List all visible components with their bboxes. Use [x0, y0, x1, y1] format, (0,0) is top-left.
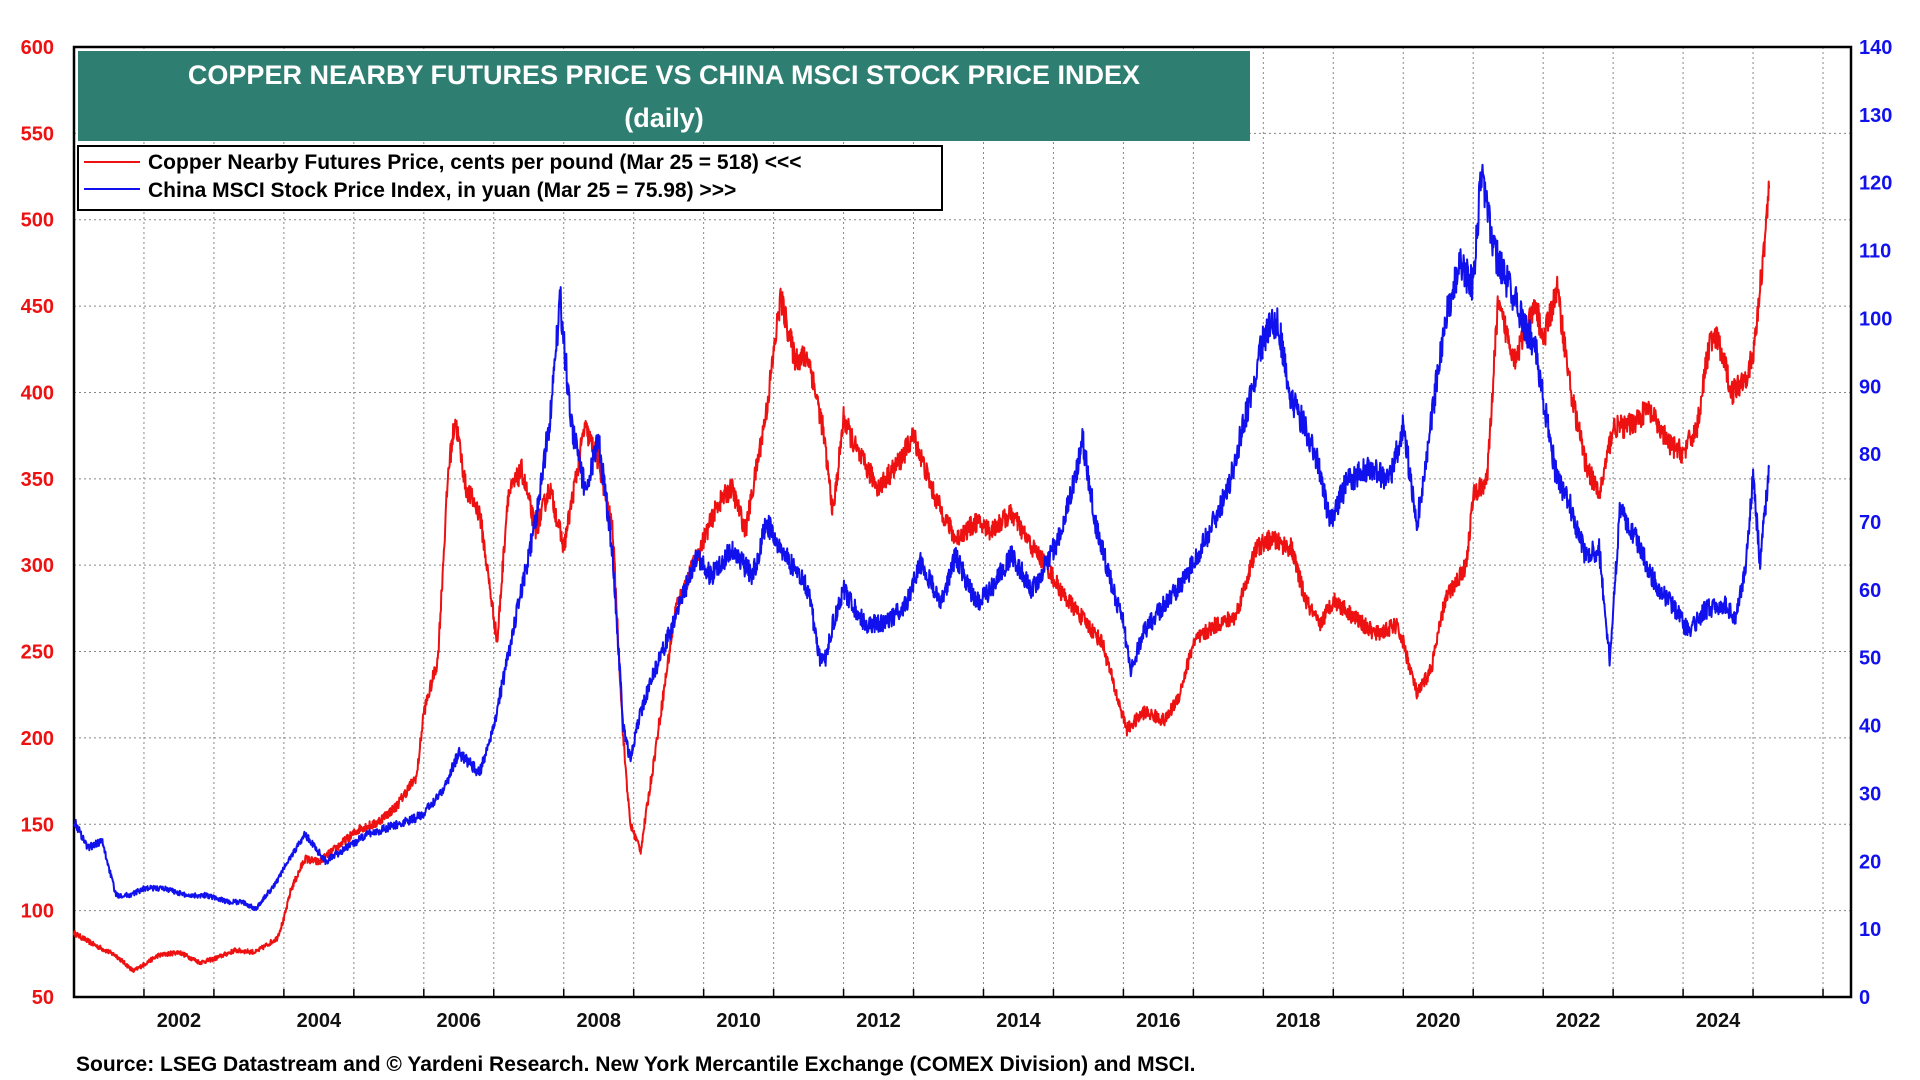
x-tick-label: 2008: [576, 1010, 621, 1032]
x-tick-label: 2006: [437, 1010, 482, 1032]
y-left-tick-label: 100: [21, 901, 54, 923]
x-tick-label: 2024: [1696, 1010, 1741, 1032]
y-right-tick-label: 80: [1859, 444, 1881, 466]
series-line-copper: [73, 180, 1771, 973]
x-tick-label: 2004: [297, 1010, 342, 1032]
legend-box: [77, 145, 943, 211]
y-right-tick-label: 100: [1859, 308, 1892, 330]
y-left-tick-label: 550: [21, 123, 54, 145]
series-line-china-msci: [73, 163, 1771, 911]
y-right-tick-label: 120: [1859, 173, 1892, 195]
y-left-tick-label: 500: [21, 210, 54, 232]
axis-ticks: 5010015020025030035040045050055060001020…: [21, 37, 1893, 1032]
y-left-tick-label: 250: [21, 642, 54, 664]
x-tick-label: 2022: [1556, 1010, 1601, 1032]
y-right-tick-label: 20: [1859, 851, 1881, 873]
y-left-tick-label: 400: [21, 382, 54, 404]
y-left-tick-label: 350: [21, 469, 54, 491]
title-box: [78, 51, 1250, 141]
y-right-tick-label: 50: [1859, 648, 1881, 670]
x-tick-label: 2014: [996, 1010, 1041, 1032]
y-right-tick-label: 60: [1859, 580, 1881, 602]
x-tick-label: 2012: [856, 1010, 901, 1032]
x-tick-label: 2020: [1416, 1010, 1461, 1032]
x-tick-label: 2010: [716, 1010, 761, 1032]
plot-frame: [72, 45, 1853, 999]
y-left-tick-label: 300: [21, 555, 54, 577]
y-right-tick-label: 90: [1859, 376, 1881, 398]
x-tick-label: 2018: [1276, 1010, 1321, 1032]
y-left-tick-label: 200: [21, 728, 54, 750]
chart-subtitle: (daily): [624, 103, 704, 133]
legend-label-china-msci: China MSCI Stock Price Index, in yuan (M…: [148, 179, 736, 202]
y-right-tick-label: 110: [1859, 241, 1891, 263]
y-left-tick-label: 50: [32, 987, 54, 1009]
y-right-tick-label: 40: [1859, 716, 1881, 738]
y-left-tick-label: 150: [21, 814, 54, 836]
series-lines: [73, 163, 1771, 973]
legend-label-copper: Copper Nearby Futures Price, cents per p…: [148, 151, 802, 174]
chart-title: COPPER NEARBY FUTURES PRICE VS CHINA MSC…: [188, 60, 1140, 90]
y-right-tick-label: 140: [1859, 37, 1892, 59]
y-right-tick-label: 70: [1859, 512, 1881, 534]
y-right-tick-label: 30: [1859, 783, 1881, 805]
y-right-tick-label: 10: [1859, 919, 1881, 941]
y-left-tick-label: 450: [21, 296, 54, 318]
x-tick-label: 2002: [157, 1010, 202, 1032]
y-left-tick-label: 600: [21, 37, 54, 59]
source-note: Source: LSEG Datastream and © Yardeni Re…: [76, 1053, 1195, 1076]
y-right-tick-label: 130: [1859, 105, 1892, 127]
y-right-tick-label: 0: [1859, 987, 1870, 1009]
x-tick-label: 2016: [1136, 1010, 1181, 1032]
